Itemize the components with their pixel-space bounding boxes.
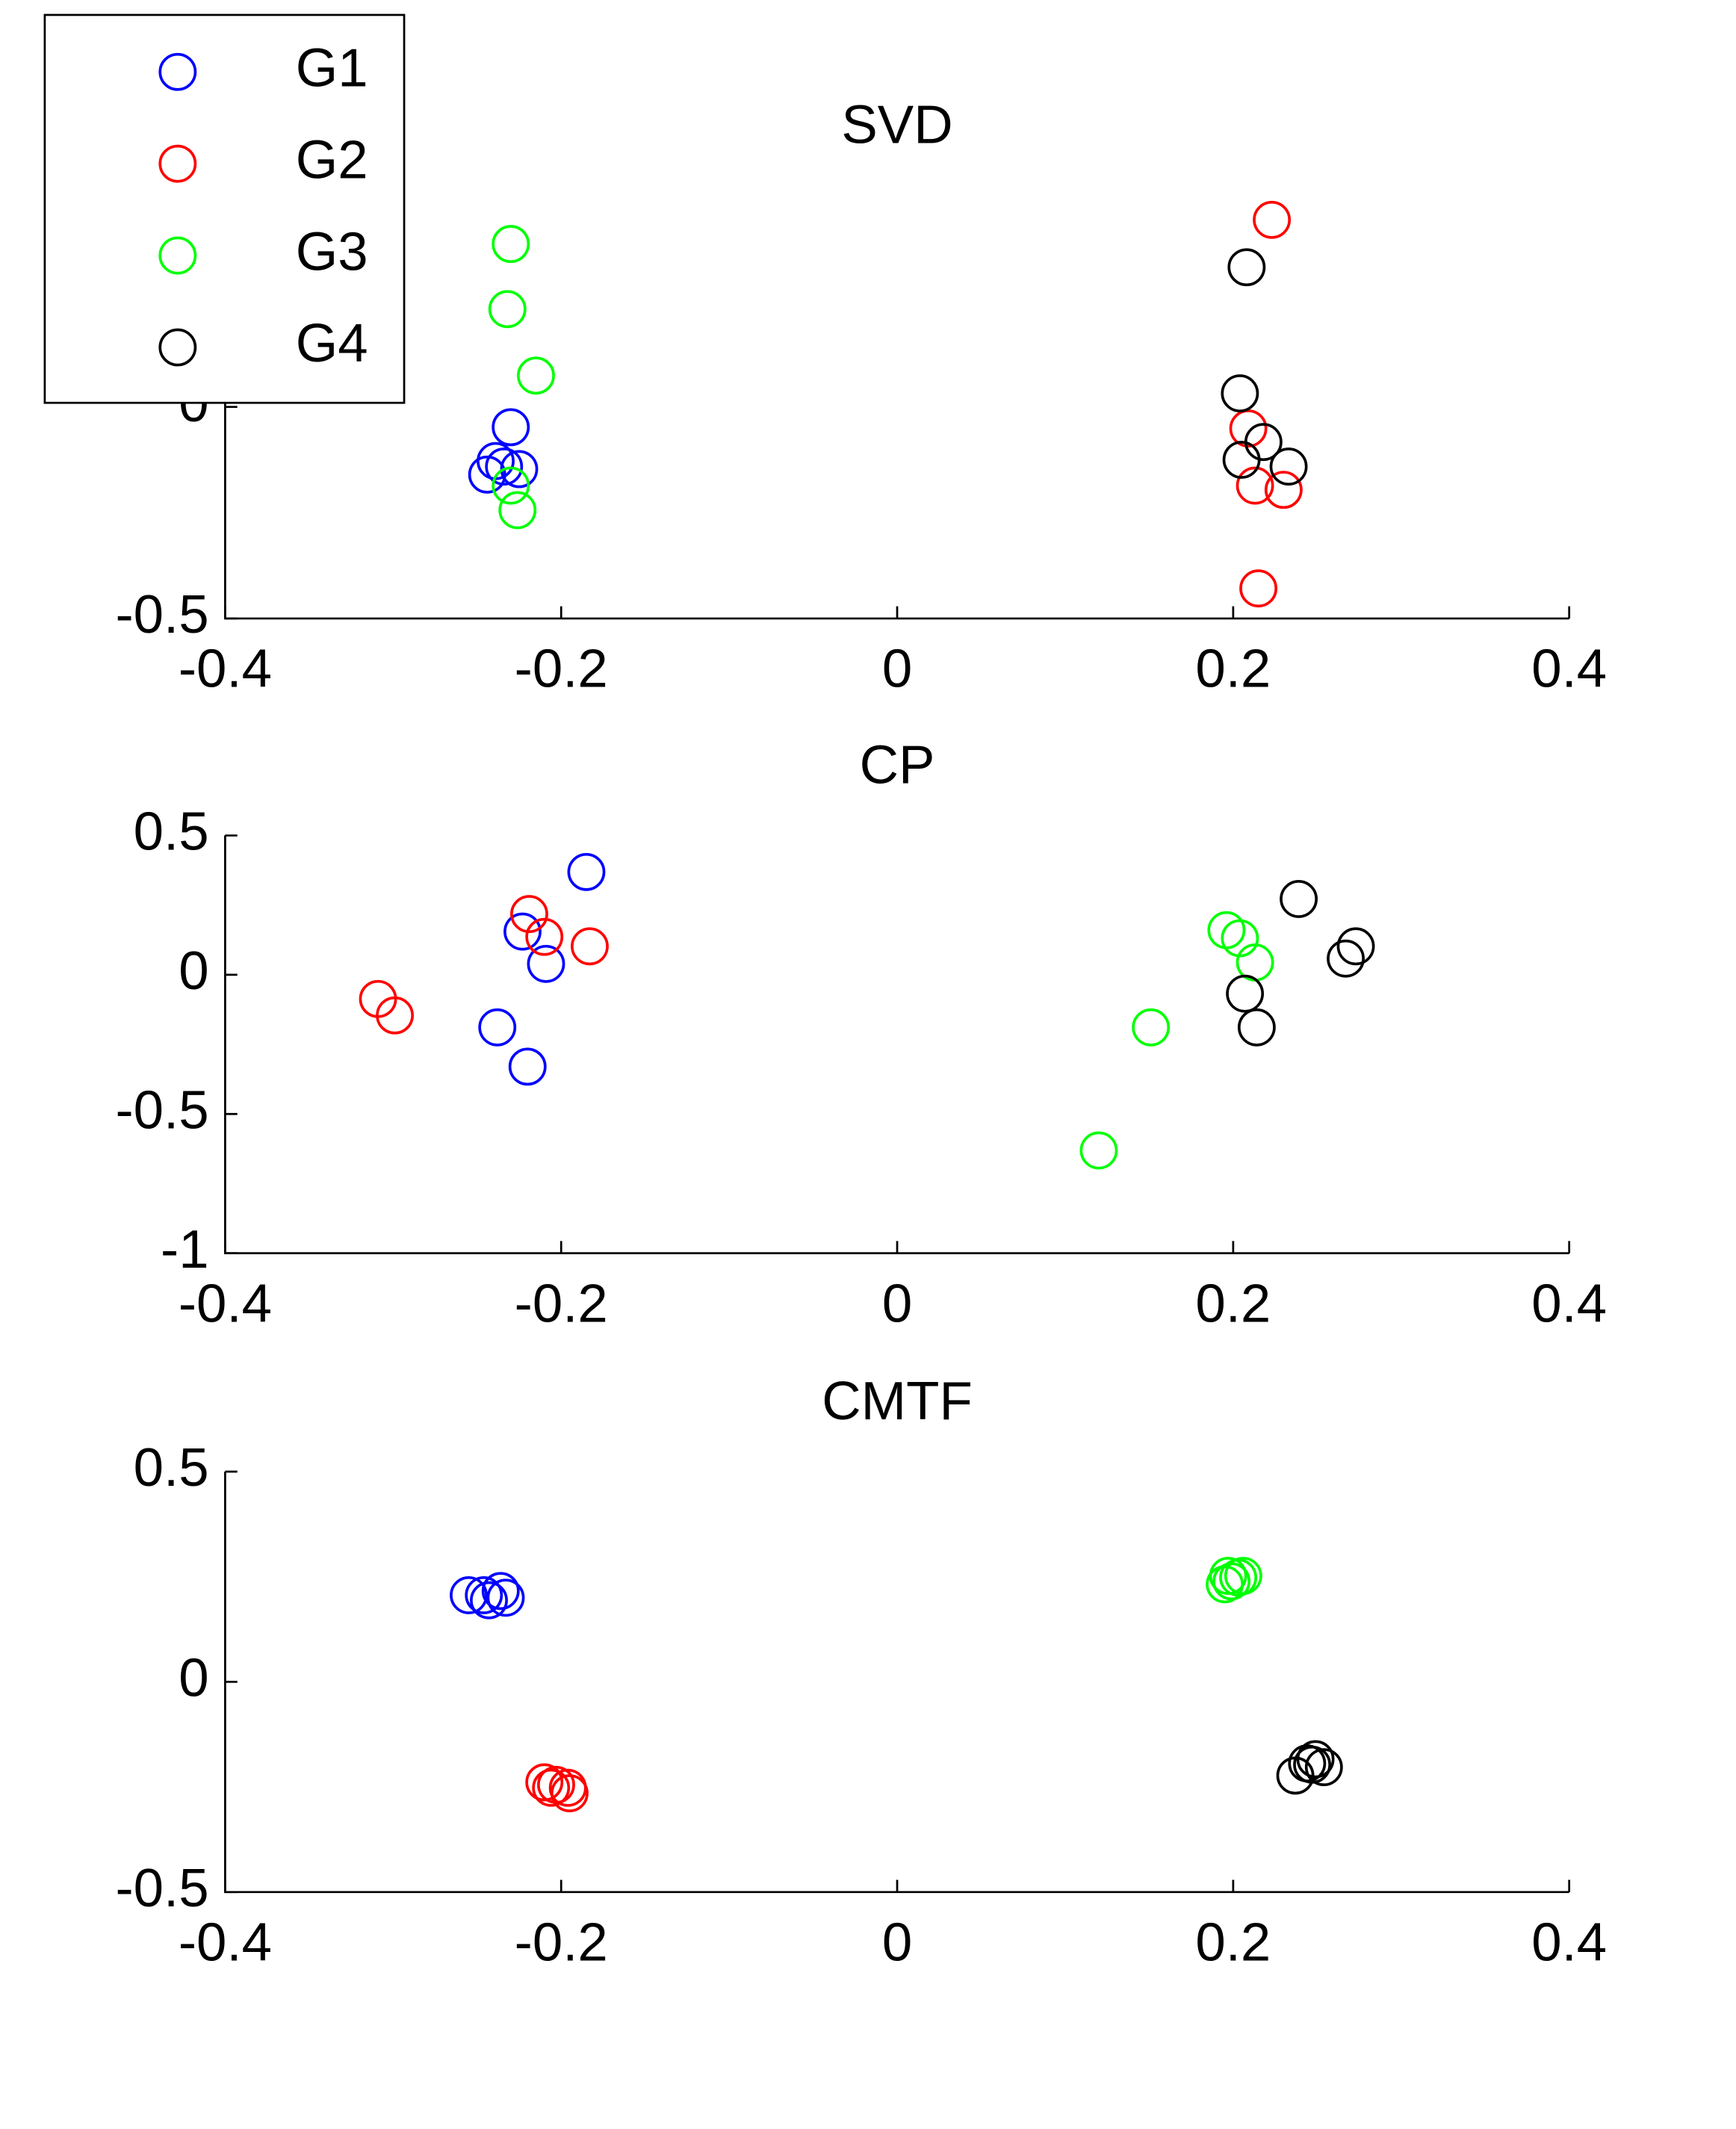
- marker: [517, 356, 555, 395]
- marker: [1132, 1008, 1171, 1047]
- marker: [1221, 374, 1259, 412]
- marker: [1229, 409, 1268, 448]
- y-tick-label: 0: [179, 1648, 208, 1708]
- marker: [1079, 1131, 1118, 1170]
- y-tick-label: -0.5: [115, 1079, 208, 1140]
- y-tick-label: -0.5: [115, 1858, 208, 1918]
- marker: [527, 944, 565, 983]
- marker: [485, 447, 524, 486]
- marker: [481, 1572, 520, 1611]
- marker: [571, 927, 609, 966]
- marker: [1304, 1748, 1343, 1787]
- marker: [1226, 974, 1265, 1013]
- legend-marker: [158, 52, 197, 91]
- x-tick-label: 0.4: [1531, 639, 1607, 699]
- marker: [1224, 1557, 1262, 1595]
- marker: [1336, 927, 1375, 966]
- marker: [567, 852, 606, 891]
- marker: [532, 1768, 571, 1807]
- marker: [492, 408, 530, 447]
- x-tick-label: -0.4: [179, 639, 272, 699]
- x-tick-label: 0.2: [1195, 1273, 1271, 1333]
- chart-title: CP: [860, 735, 935, 796]
- x-tick-label: 0: [882, 1273, 912, 1333]
- marker: [376, 996, 414, 1035]
- chart-title: CMTF: [822, 1371, 973, 1431]
- y-tick-label: 0.5: [134, 1437, 209, 1498]
- marker: [510, 895, 548, 933]
- marker: [1221, 919, 1259, 958]
- x-tick-label: 0.4: [1531, 1273, 1607, 1333]
- chart-title: SVD: [841, 95, 952, 155]
- legend-label: G3: [296, 221, 368, 282]
- legend-box: [43, 13, 406, 404]
- x-tick-label: 0.4: [1531, 1912, 1607, 1973]
- marker: [465, 1576, 503, 1614]
- legend-marker: [158, 236, 197, 275]
- x-tick-label: -0.4: [179, 1273, 272, 1333]
- marker: [1239, 569, 1278, 608]
- y-tick-label: 0.5: [134, 802, 209, 862]
- marker: [468, 455, 506, 494]
- axis-line: [224, 835, 1569, 1255]
- marker: [1207, 911, 1246, 949]
- y-tick-label: -1: [161, 1219, 209, 1280]
- x-tick-label: 0: [882, 1912, 912, 1973]
- x-tick-label: -0.2: [515, 639, 608, 699]
- marker: [486, 1578, 525, 1617]
- x-tick-label: -0.4: [179, 1912, 272, 1973]
- legend-marker: [158, 328, 197, 367]
- marker: [450, 1576, 488, 1614]
- marker: [1209, 1557, 1247, 1595]
- marker: [1222, 441, 1261, 479]
- marker: [503, 912, 542, 951]
- legend-label: G4: [296, 313, 368, 374]
- x-tick-label: 0.2: [1195, 1912, 1271, 1973]
- x-tick-label: -0.2: [515, 1273, 608, 1333]
- marker: [492, 225, 530, 264]
- marker: [525, 917, 564, 956]
- marker: [1280, 880, 1318, 918]
- marker: [551, 1774, 589, 1812]
- legend-marker: [158, 144, 197, 183]
- marker: [508, 1047, 547, 1086]
- axis-line: [224, 195, 1569, 620]
- marker: [1236, 466, 1274, 505]
- marker: [478, 1008, 517, 1047]
- legend-label: G1: [296, 37, 368, 98]
- y-tick-label: 0: [179, 940, 208, 1001]
- x-tick-label: 0.2: [1195, 639, 1271, 699]
- marker: [1264, 471, 1303, 509]
- y-tick-label: -0.5: [115, 584, 208, 645]
- marker: [1237, 1008, 1276, 1047]
- marker: [1327, 939, 1365, 978]
- legend-label: G2: [296, 129, 368, 190]
- marker: [470, 1581, 508, 1620]
- x-tick-label: -0.2: [515, 1912, 608, 1973]
- marker: [1253, 200, 1292, 239]
- marker: [1269, 447, 1308, 486]
- marker: [492, 466, 530, 505]
- x-tick-label: 0: [882, 639, 912, 699]
- marker: [1296, 1740, 1335, 1779]
- marker: [498, 491, 537, 530]
- marker: [1227, 248, 1266, 287]
- marker: [1293, 1745, 1331, 1784]
- marker: [488, 290, 527, 329]
- axis-line: [224, 1471, 1569, 1894]
- marker: [525, 1763, 564, 1802]
